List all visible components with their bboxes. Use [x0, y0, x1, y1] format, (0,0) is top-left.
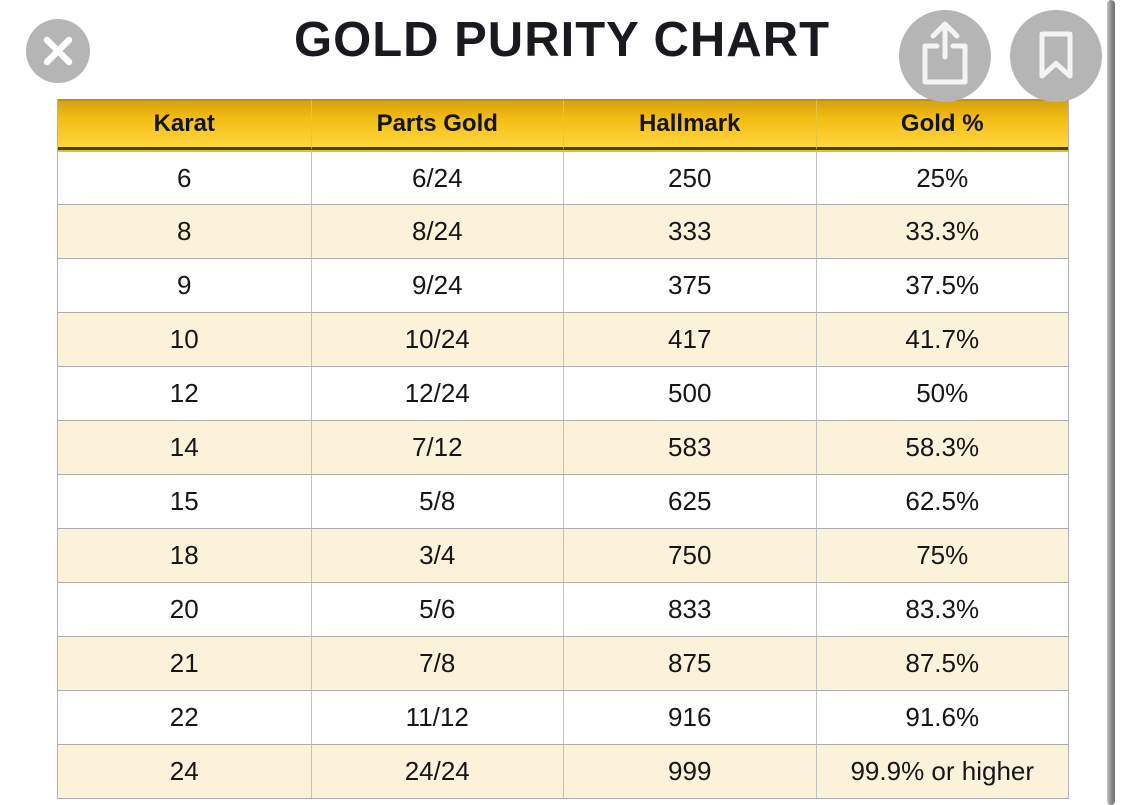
- table-cell: 6/24: [310, 150, 563, 204]
- table-row: 8 8/24 333 33.3%: [58, 204, 1068, 258]
- vertical-scrollbar[interactable]: [1107, 0, 1115, 805]
- share-icon: [899, 10, 991, 102]
- table-cell: 83.3%: [815, 582, 1068, 636]
- table-cell: 9/24: [310, 258, 563, 312]
- table-cell: 10/24: [310, 312, 563, 366]
- column-header: Gold %: [815, 99, 1068, 150]
- table-cell: 5/8: [310, 474, 563, 528]
- table-row: 22 11/12 916 91.6%: [58, 690, 1068, 744]
- table-cell: 20: [58, 582, 311, 636]
- bookmark-icon: [1010, 10, 1102, 102]
- table-cell: 11/12: [310, 690, 563, 744]
- gold-purity-table: Karat Parts Gold Hallmark Gold % 6 6/24 250 25…: [57, 99, 1069, 799]
- table-cell: 833: [563, 582, 816, 636]
- table-cell: 21: [58, 636, 311, 690]
- table-cell: 875: [563, 636, 816, 690]
- table-row: 21 7/8 875 87.5%: [58, 636, 1068, 690]
- table-row: 9 9/24 375 37.5%: [58, 258, 1068, 312]
- table-cell: 6: [58, 150, 311, 204]
- table-cell: 87.5%: [815, 636, 1068, 690]
- table-cell: 99.9% or higher: [815, 744, 1068, 798]
- table-cell: 24: [58, 744, 311, 798]
- table-cell: 375: [563, 258, 816, 312]
- table-cell: 333: [563, 204, 816, 258]
- table-cell: 583: [563, 420, 816, 474]
- bookmark-button[interactable]: [1010, 10, 1102, 102]
- column-header: Parts Gold: [310, 99, 563, 150]
- table-cell: 417: [563, 312, 816, 366]
- table-row: 20 5/6 833 83.3%: [58, 582, 1068, 636]
- table-row: 24 24/24 999 99.9% or higher: [58, 744, 1068, 798]
- table-cell: 75%: [815, 528, 1068, 582]
- table-cell: 62.5%: [815, 474, 1068, 528]
- table-cell: 7/12: [310, 420, 563, 474]
- table-row: 18 3/4 750 75%: [58, 528, 1068, 582]
- table-row: 15 5/8 625 62.5%: [58, 474, 1068, 528]
- table-cell: 10: [58, 312, 311, 366]
- table-body: 6 6/24 250 25% 8 8/24 333 33.3% 9 9/24 375 37.5% 10 1…: [58, 150, 1068, 798]
- table-cell: 3/4: [310, 528, 563, 582]
- page-title: GOLD PURITY CHART: [293, 13, 831, 67]
- table-cell: 91.6%: [815, 690, 1068, 744]
- table-cell: 25%: [815, 150, 1068, 204]
- table-cell: 9: [58, 258, 311, 312]
- table-cell: 250: [563, 150, 816, 204]
- close-icon: [26, 19, 90, 83]
- table-cell: 7/8: [310, 636, 563, 690]
- table-cell: 18: [58, 528, 311, 582]
- share-button[interactable]: [899, 10, 991, 102]
- table-cell: 58.3%: [815, 420, 1068, 474]
- table-cell: 15: [58, 474, 311, 528]
- table-cell: 41.7%: [815, 312, 1068, 366]
- table-cell: 33.3%: [815, 204, 1068, 258]
- table-cell: 8: [58, 204, 311, 258]
- table-cell: 8/24: [310, 204, 563, 258]
- table-cell: 999: [563, 744, 816, 798]
- column-header: Karat: [58, 99, 311, 150]
- table-cell: 916: [563, 690, 816, 744]
- table-cell: 37.5%: [815, 258, 1068, 312]
- table-cell: 625: [563, 474, 816, 528]
- table-row: 6 6/24 250 25%: [58, 150, 1068, 204]
- table-cell: 750: [563, 528, 816, 582]
- table-header-row: Karat Parts Gold Hallmark Gold %: [58, 99, 1068, 150]
- table-cell: 5/6: [310, 582, 563, 636]
- table-cell: 14: [58, 420, 311, 474]
- table-cell: 50%: [815, 366, 1068, 420]
- table-cell: 500: [563, 366, 816, 420]
- table-cell: 12/24: [310, 366, 563, 420]
- table-row: 12 12/24 500 50%: [58, 366, 1068, 420]
- column-header: Hallmark: [563, 99, 816, 150]
- table-row: 14 7/12 583 58.3%: [58, 420, 1068, 474]
- close-button[interactable]: [26, 19, 90, 83]
- table-cell: 12: [58, 366, 311, 420]
- table-cell: 24/24: [310, 744, 563, 798]
- table-cell: 22: [58, 690, 311, 744]
- table-row: 10 10/24 417 41.7%: [58, 312, 1068, 366]
